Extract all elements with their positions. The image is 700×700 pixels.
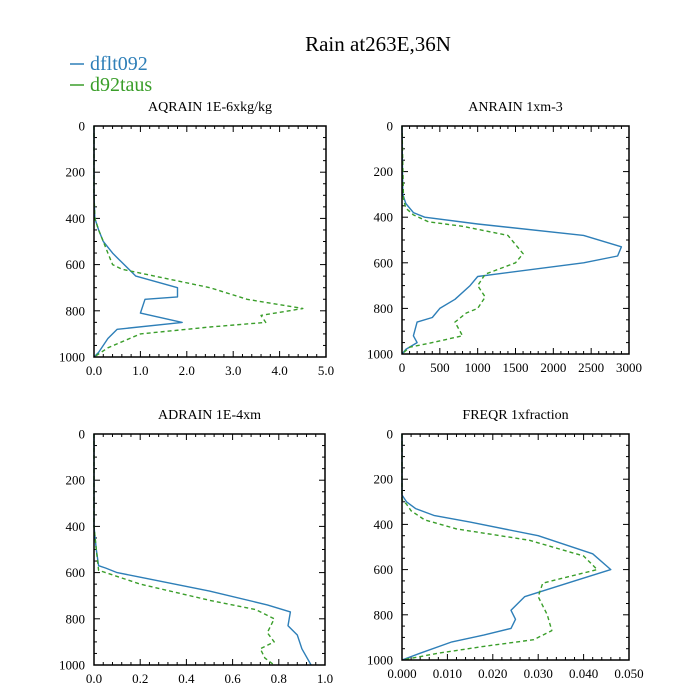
- x-tick-label: 500: [430, 360, 450, 375]
- legend: dflt092 d92taus: [70, 53, 152, 96]
- y-tick-label: 400: [66, 211, 86, 226]
- x-tick-label: 0.2: [132, 671, 148, 686]
- x-tick-label: 0.0: [86, 671, 102, 686]
- x-tick-label: 0.040: [569, 666, 598, 681]
- panel-title: ANRAIN 1xm-3: [468, 100, 563, 115]
- x-tick-label: 0.4: [178, 671, 195, 686]
- y-tick-label: 600: [374, 255, 394, 270]
- y-tick-label: 200: [374, 472, 394, 487]
- plot-frame: [401, 125, 630, 355]
- x-tick-label: 3.0: [225, 363, 241, 378]
- y-tick-label: 0: [79, 119, 86, 134]
- y-tick-label: 200: [66, 165, 86, 180]
- y-tick-label: 400: [374, 210, 394, 225]
- y-tick-label: 200: [374, 164, 394, 179]
- x-tick-label: 0.8: [271, 671, 287, 686]
- series-line-dflt092: [93, 126, 183, 358]
- x-tick-label: 0.000: [387, 666, 416, 681]
- x-tick-label: 0.010: [433, 666, 462, 681]
- series-line-dflt092: [93, 434, 312, 666]
- x-tick-label: 0.0: [86, 363, 102, 378]
- y-tick-label: 800: [374, 301, 394, 316]
- panel-4: FREQR 1xfraction 0.000 0.010 0.020 0.030 0.04…: [367, 408, 644, 681]
- legend-label-d92taus: d92taus: [90, 74, 152, 96]
- y-tick-label: 600: [66, 257, 86, 272]
- y-tick-label: 800: [66, 611, 86, 626]
- x-tick-label: 1500: [503, 360, 529, 375]
- y-tick-label: 800: [374, 607, 394, 622]
- series-line-d92taus: [401, 434, 598, 661]
- x-tick-label: 0.6: [224, 671, 241, 686]
- y-tick-label: 400: [66, 519, 86, 534]
- panel-1: AQRAIN 1E-6xkg/kg 0.0 1.0 2.0 3.0 4.0 5.0 0 200 4…: [59, 100, 334, 378]
- x-tick-label: 0: [399, 360, 406, 375]
- x-tick-label: 0.050: [614, 666, 643, 681]
- panel-title: FREQR 1xfraction: [462, 408, 568, 423]
- x-tick-label: 4.0: [271, 363, 287, 378]
- series-line-dflt092: [401, 434, 612, 661]
- y-tick-label: 400: [374, 517, 394, 532]
- x-tick-label: 2500: [578, 360, 604, 375]
- plot-frame: [93, 125, 327, 358]
- panel-2: ANRAIN 1xm-3 0 500 1000 1500 2000 2500 3000 0 200…: [367, 100, 642, 375]
- y-tick-label: 0: [387, 427, 394, 442]
- x-tick-label: 3000: [616, 360, 642, 375]
- y-tick-label: 0: [387, 119, 394, 134]
- x-tick-label: 0.030: [524, 666, 553, 681]
- x-tick-label: 5.0: [318, 363, 334, 378]
- x-tick-label: 1.0: [132, 363, 148, 378]
- y-tick-label: 200: [66, 473, 86, 488]
- plot-frame: [401, 433, 630, 661]
- legend-label-dflt092: dflt092: [90, 53, 148, 75]
- y-tick-label: 0: [79, 427, 86, 442]
- y-tick-label: 800: [66, 303, 86, 318]
- y-tick-label: 600: [66, 565, 86, 580]
- x-tick-label: 2.0: [179, 363, 195, 378]
- panel-3: ADRAIN 1E-4xm 0.0 0.2 0.4 0.6 0.8 1.0 0 200 400 60…: [59, 408, 333, 686]
- x-tick-label: 2000: [540, 360, 566, 375]
- y-tick-label: 1000: [59, 658, 85, 673]
- y-tick-label: 600: [374, 562, 394, 577]
- y-tick-label: 1000: [367, 347, 393, 362]
- x-tick-label: 0.020: [478, 666, 507, 681]
- x-tick-label: 1000: [465, 360, 491, 375]
- series-line-d92taus: [93, 434, 275, 666]
- series-line-d92taus: [93, 126, 304, 358]
- panel-title: ADRAIN 1E-4xm: [158, 408, 261, 423]
- panel-title: AQRAIN 1E-6xkg/kg: [148, 100, 272, 115]
- x-tick-label: 1.0: [317, 671, 333, 686]
- y-tick-label: 1000: [59, 350, 85, 365]
- y-tick-label: 1000: [367, 653, 393, 668]
- series-line-dflt092: [401, 125, 623, 355]
- plot-frame: [93, 433, 326, 666]
- panels: AQRAIN 1E-6xkg/kg 0.0 1.0 2.0 3.0 4.0 5.0 0 200 4…: [59, 100, 644, 686]
- series-line-d92taus: [401, 125, 524, 355]
- figure-title: Rain at263E,36N: [305, 32, 451, 56]
